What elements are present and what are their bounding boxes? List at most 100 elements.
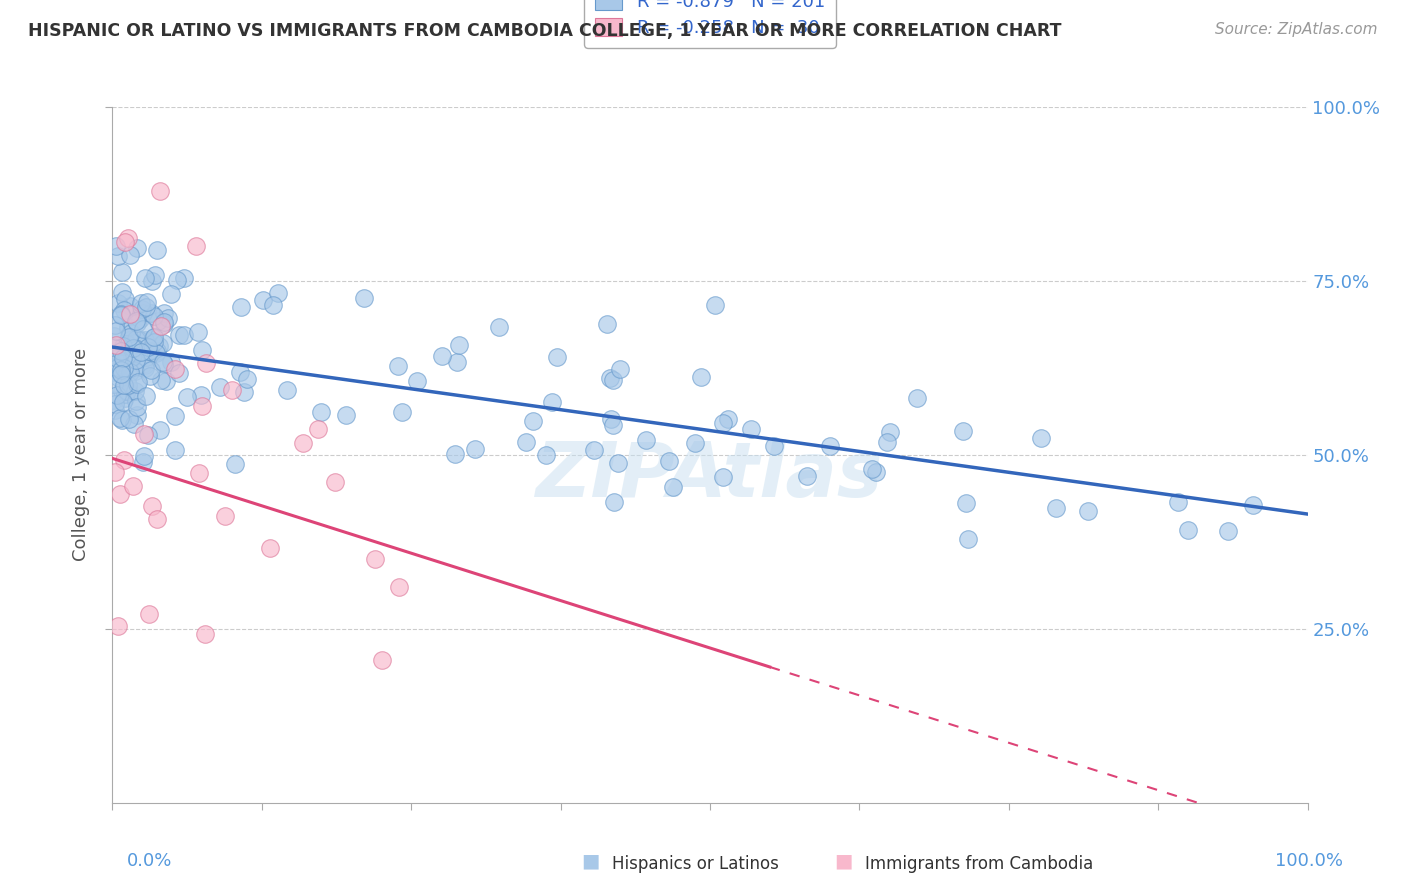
Point <box>683 436 706 450</box>
Point <box>115 337 138 351</box>
Point <box>405 374 427 388</box>
Point <box>364 552 387 566</box>
Point <box>125 352 148 367</box>
Point <box>107 618 129 632</box>
Point <box>112 303 135 318</box>
Point <box>135 350 157 364</box>
Point <box>117 230 139 244</box>
Point <box>127 332 149 346</box>
Text: HISPANIC OR LATINO VS IMMIGRANTS FROM CAMBODIA COLLEGE, 1 YEAR OR MORE CORRELATI: HISPANIC OR LATINO VS IMMIGRANTS FROM CA… <box>28 22 1062 40</box>
Point <box>221 383 243 397</box>
Point <box>107 369 129 384</box>
Point <box>860 461 883 475</box>
Point <box>118 330 141 344</box>
Point <box>1177 523 1199 537</box>
Point <box>160 354 183 368</box>
Point <box>430 349 453 363</box>
Point <box>1029 431 1052 445</box>
Point <box>111 384 134 398</box>
Point <box>156 310 179 325</box>
Point <box>114 235 136 249</box>
Point <box>120 326 142 341</box>
Point <box>103 361 125 376</box>
Point <box>173 271 195 285</box>
Point <box>190 388 212 402</box>
Point <box>1216 524 1239 539</box>
Point <box>118 412 141 426</box>
Point <box>112 378 135 392</box>
Point <box>704 298 727 312</box>
Point <box>108 410 131 425</box>
Y-axis label: College, 1 year or more: College, 1 year or more <box>72 349 90 561</box>
Point <box>103 318 125 333</box>
Point <box>955 495 977 509</box>
Point <box>138 369 160 384</box>
Point <box>690 370 713 384</box>
Point <box>1167 495 1189 509</box>
Point <box>292 435 315 450</box>
Point <box>124 384 146 398</box>
Point <box>114 352 136 367</box>
Point <box>879 425 901 439</box>
Point <box>149 373 172 387</box>
Point <box>387 359 409 374</box>
Point <box>141 363 163 377</box>
Point <box>208 380 231 394</box>
Point <box>662 480 685 494</box>
Point <box>104 403 127 417</box>
Legend: R = -0.879   N = 201, R = -0.258   N =  30: R = -0.879 N = 201, R = -0.258 N = 30 <box>585 0 835 48</box>
Point <box>139 343 162 358</box>
Text: 0.0%: 0.0% <box>127 852 172 870</box>
Point <box>134 360 156 375</box>
Point <box>118 385 141 400</box>
Point <box>307 422 329 436</box>
Point <box>114 293 136 307</box>
Point <box>1045 500 1067 515</box>
Point <box>124 341 146 355</box>
Point <box>117 333 139 347</box>
Point <box>105 338 128 352</box>
Point <box>582 442 605 457</box>
Point <box>103 328 125 343</box>
Point <box>335 408 357 422</box>
Point <box>149 184 172 198</box>
Text: ■: ■ <box>581 852 600 871</box>
Point <box>114 386 136 401</box>
Point <box>194 626 217 640</box>
Point <box>103 392 125 407</box>
Point <box>105 238 128 252</box>
Point <box>232 384 254 399</box>
Point <box>105 360 128 375</box>
Point <box>191 399 214 413</box>
Point <box>607 456 630 470</box>
Point <box>117 322 139 336</box>
Point <box>166 273 188 287</box>
Point <box>143 330 166 344</box>
Point <box>117 320 139 334</box>
Point <box>125 408 148 422</box>
Point <box>546 350 568 364</box>
Point <box>173 328 195 343</box>
Point <box>444 447 467 461</box>
Point <box>224 457 246 471</box>
Point <box>153 306 176 320</box>
Point <box>150 318 173 333</box>
Point <box>152 357 174 371</box>
Point <box>103 376 125 391</box>
Point <box>131 455 153 469</box>
Text: ■: ■ <box>834 852 853 871</box>
Point <box>142 331 165 345</box>
Point <box>132 306 155 320</box>
Point <box>276 383 298 397</box>
Point <box>353 291 375 305</box>
Point <box>105 324 128 338</box>
Point <box>391 404 413 418</box>
Point <box>104 397 127 411</box>
Point <box>259 541 281 555</box>
Point <box>267 285 290 300</box>
Point <box>136 340 159 354</box>
Point <box>515 434 537 449</box>
Point <box>152 335 174 350</box>
Point <box>125 317 148 331</box>
Point <box>236 372 259 386</box>
